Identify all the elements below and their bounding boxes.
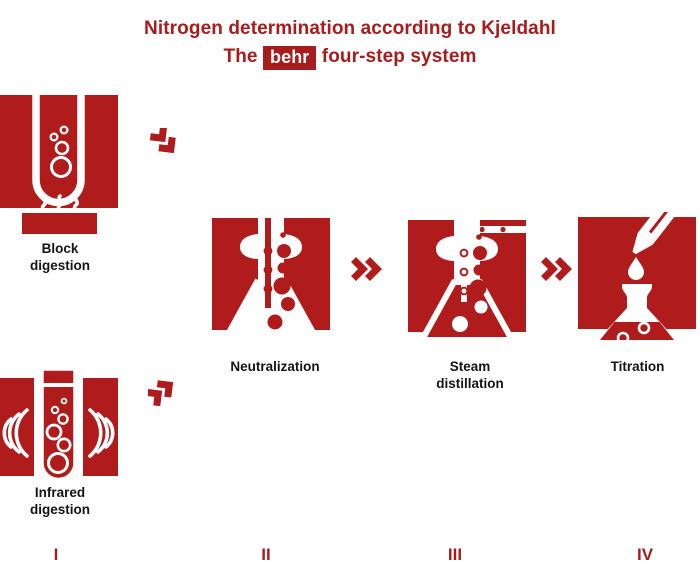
neutralization-caption: Neutralization (230, 359, 320, 374)
title-line-2-suffix: four-step system (321, 46, 477, 67)
neutralization-svg (212, 214, 330, 341)
neutralization-icon (212, 214, 337, 350)
infrared-digestion-svg (0, 365, 118, 484)
title-line-2: The behr four-step system (0, 44, 700, 70)
arrow-distillation-to-titration (541, 252, 575, 291)
step-numeral-four: IV (636, 545, 654, 564)
block-digestion-caption: Block digestion (30, 241, 90, 273)
arrow-infrared-to-neutralization (145, 372, 190, 419)
title-line-2-prefix: The (223, 46, 258, 67)
behr-logo: behr (262, 46, 317, 70)
arrow-block-to-neutralization (142, 125, 184, 175)
double-chevron-icon (351, 257, 382, 281)
page-title: Nitrogen determination according to Kjel… (0, 16, 700, 70)
titration-icon (578, 198, 700, 352)
step-numeral-two: II (261, 545, 271, 564)
titration-svg (578, 198, 696, 346)
infrared-digestion-icon (0, 365, 125, 486)
block-digestion-icon (0, 92, 120, 234)
steam-distillation-svg (408, 216, 536, 343)
step-numeral-three: III (447, 545, 463, 564)
double-chevron-icon (541, 257, 572, 281)
arrow-neutralization-to-distillation (351, 252, 385, 291)
steam-distillation-caption: Steam distillation (436, 359, 504, 391)
infrared-digestion-caption: Infrared digestion (30, 485, 90, 517)
steam-distillation-icon (408, 212, 536, 352)
step-numeral-one: I (53, 545, 59, 564)
title-line-1: Nitrogen determination according to Kjel… (144, 18, 556, 39)
double-chevron-icon (145, 380, 174, 407)
double-chevron-icon (149, 125, 176, 154)
block-digestion-svg (0, 92, 118, 234)
titration-caption: Titration (610, 359, 665, 374)
